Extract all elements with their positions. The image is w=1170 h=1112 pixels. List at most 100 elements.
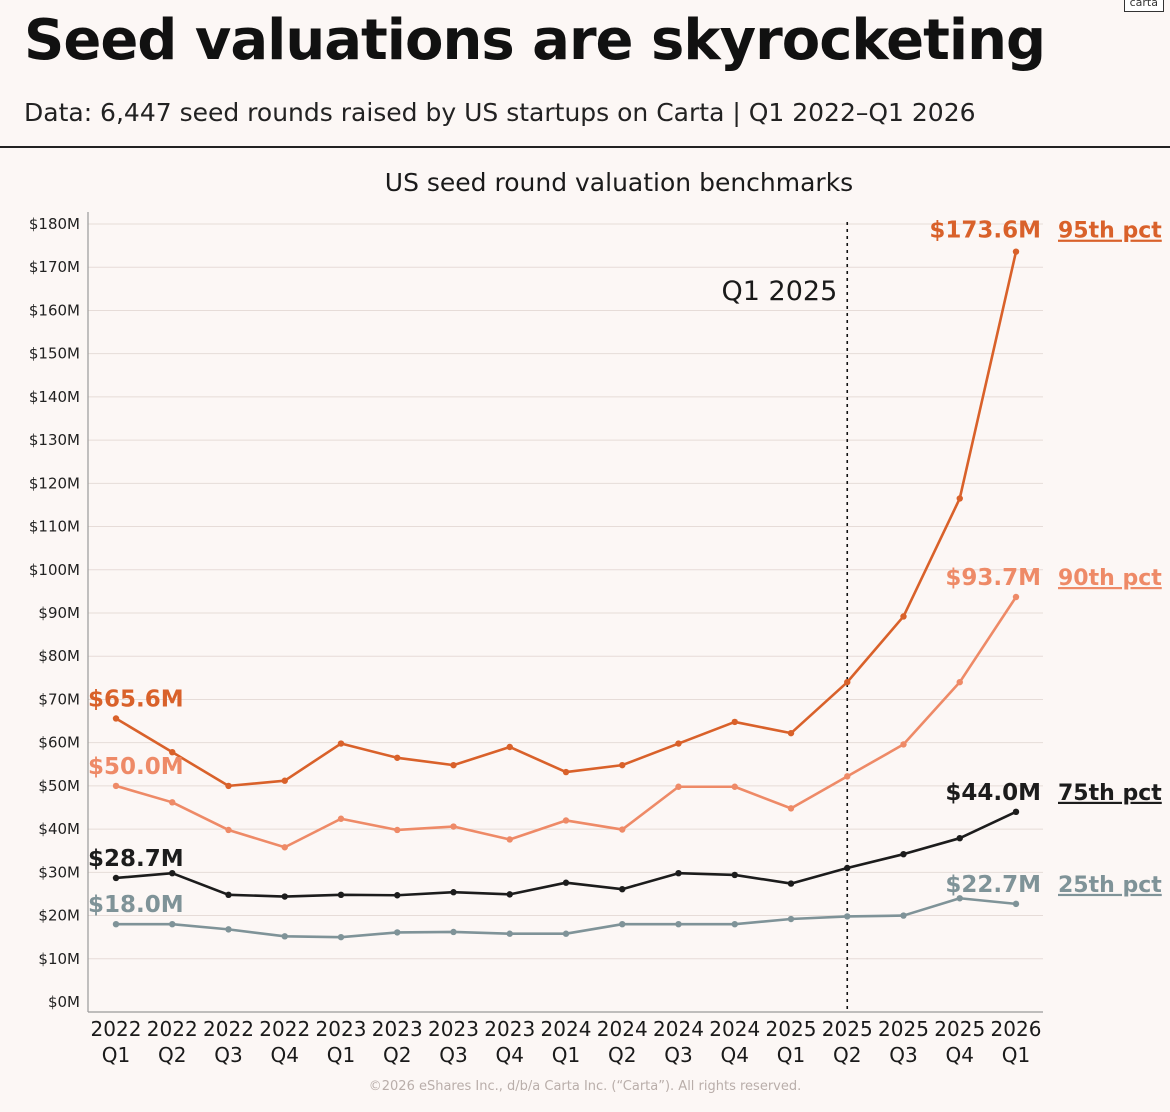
data-point-95th-pct: [619, 761, 626, 769]
x-tick-year: 2023: [484, 1017, 535, 1041]
data-point-75th-pct: [506, 891, 513, 898]
data-point-90th-pct: [619, 826, 626, 833]
x-tick-year: 2026: [991, 1017, 1042, 1041]
data-point-25th-pct: [562, 930, 570, 937]
x-tick-quarter: Q1: [552, 1043, 580, 1067]
data-point-25th-pct: [281, 933, 288, 940]
data-point-90th-pct: [281, 844, 288, 851]
data-point-95th-pct: [225, 782, 232, 790]
y-tick-label: $110M: [29, 518, 80, 536]
x-tick-year: 2023: [428, 1017, 479, 1041]
y-tick-label: $90M: [38, 604, 80, 622]
data-point-90th-pct: [900, 741, 907, 748]
data-point-75th-pct: [112, 874, 120, 882]
data-point-75th-pct: [731, 871, 738, 879]
y-tick-label: $160M: [29, 301, 80, 319]
data-point-95th-pct: [450, 761, 457, 769]
data-point-95th-pct: [506, 743, 513, 751]
data-point-90th-pct: [1012, 593, 1020, 601]
y-tick-label: $140M: [29, 388, 80, 406]
end-value-label-25th-pct: $22.7M: [945, 872, 1041, 898]
page-subtitle: Data: 6,447 seed rounds raised by US sta…: [24, 98, 976, 127]
chart-title: US seed round valuation benchmarks: [385, 168, 853, 197]
data-point-25th-pct: [844, 913, 851, 920]
x-tick-year: 2023: [316, 1017, 367, 1041]
data-point-75th-pct: [844, 864, 851, 872]
y-tick-label: $50M: [38, 777, 80, 795]
x-tick-quarter: Q4: [721, 1043, 749, 1067]
data-point-75th-pct: [562, 879, 570, 886]
data-point-75th-pct: [900, 850, 907, 858]
series-name-label-75th-pct: 75th pct: [1058, 781, 1162, 806]
data-point-95th-pct: [1012, 248, 1020, 255]
x-tick-quarter: Q2: [833, 1043, 861, 1067]
carta-logo: carta: [1123, 0, 1164, 12]
data-point-90th-pct: [844, 773, 851, 780]
x-tick-year: 2024: [541, 1017, 592, 1041]
x-tick-year: 2022: [259, 1017, 310, 1041]
x-tick-quarter: Q4: [946, 1043, 974, 1067]
x-tick-year: 2025: [878, 1017, 929, 1041]
y-tick-label: $0M: [48, 993, 80, 1011]
x-tick-quarter: Q4: [496, 1043, 524, 1067]
start-value-label-90th-pct: $50.0M: [88, 754, 184, 780]
data-point-90th-pct: [731, 783, 738, 790]
data-point-95th-pct: [900, 613, 907, 620]
y-tick-label: $150M: [29, 345, 80, 363]
x-tick-quarter: Q4: [271, 1043, 299, 1067]
x-tick-quarter: Q1: [327, 1043, 355, 1067]
y-tick-label: $70M: [38, 690, 80, 708]
y-tick-label: $30M: [38, 863, 80, 881]
data-point-75th-pct: [281, 893, 288, 900]
data-point-95th-pct: [844, 678, 851, 686]
x-tick-year: 2022: [203, 1017, 254, 1041]
y-tick-label: $130M: [29, 431, 80, 449]
x-tick-quarter: Q3: [214, 1043, 242, 1067]
y-tick-label: $80M: [38, 647, 80, 665]
data-point-90th-pct: [337, 815, 345, 822]
data-point-95th-pct: [956, 495, 963, 502]
data-point-90th-pct: [112, 782, 120, 790]
x-tick-year: 2024: [597, 1017, 648, 1041]
data-point-90th-pct: [956, 678, 963, 686]
data-point-90th-pct: [169, 799, 176, 806]
y-tick-label: $10M: [38, 950, 80, 968]
x-tick-quarter: Q1: [1002, 1043, 1030, 1067]
data-point-90th-pct: [675, 783, 682, 790]
end-value-label-90th-pct: $93.7M: [945, 565, 1041, 591]
x-tick-year: 2024: [653, 1017, 704, 1041]
x-tick-year: 2025: [934, 1017, 985, 1041]
end-value-label-95th-pct: $173.6M: [929, 218, 1041, 244]
y-tick-label: $170M: [29, 258, 80, 276]
data-point-25th-pct: [394, 929, 401, 936]
end-value-label-75th-pct: $44.0M: [945, 780, 1041, 806]
x-tick-year: 2025: [766, 1017, 817, 1041]
data-point-25th-pct: [112, 921, 120, 928]
data-point-25th-pct: [337, 933, 345, 941]
x-tick-year: 2022: [91, 1017, 142, 1041]
copyright-footer: ©2026 eShares Inc., d/b/a Carta Inc. (“C…: [368, 1079, 802, 1094]
x-tick-quarter: Q1: [102, 1043, 130, 1067]
series-line-95th-pct: [115, 251, 1018, 788]
data-point-75th-pct: [394, 892, 401, 899]
data-point-25th-pct: [1012, 900, 1020, 908]
start-value-label-95th-pct: $65.6M: [88, 686, 184, 712]
data-point-95th-pct: [787, 729, 795, 737]
y-tick-label: $60M: [38, 734, 80, 752]
data-point-90th-pct: [787, 805, 795, 812]
data-point-25th-pct: [787, 915, 795, 923]
y-tick-label: $180M: [29, 215, 80, 233]
data-point-75th-pct: [956, 834, 963, 842]
data-point-90th-pct: [506, 836, 513, 843]
data-point-95th-pct: [112, 715, 120, 722]
data-point-25th-pct: [225, 926, 232, 933]
series-line-90th-pct: [115, 596, 1018, 849]
x-tick-year: 2025: [822, 1017, 873, 1041]
data-point-95th-pct: [337, 740, 345, 747]
data-point-95th-pct: [281, 777, 288, 784]
x-tick-quarter: Q2: [158, 1043, 186, 1067]
series-name-label-25th-pct: 25th pct: [1058, 873, 1162, 898]
x-tick-year: 2023: [372, 1017, 423, 1041]
data-point-95th-pct: [169, 748, 176, 756]
